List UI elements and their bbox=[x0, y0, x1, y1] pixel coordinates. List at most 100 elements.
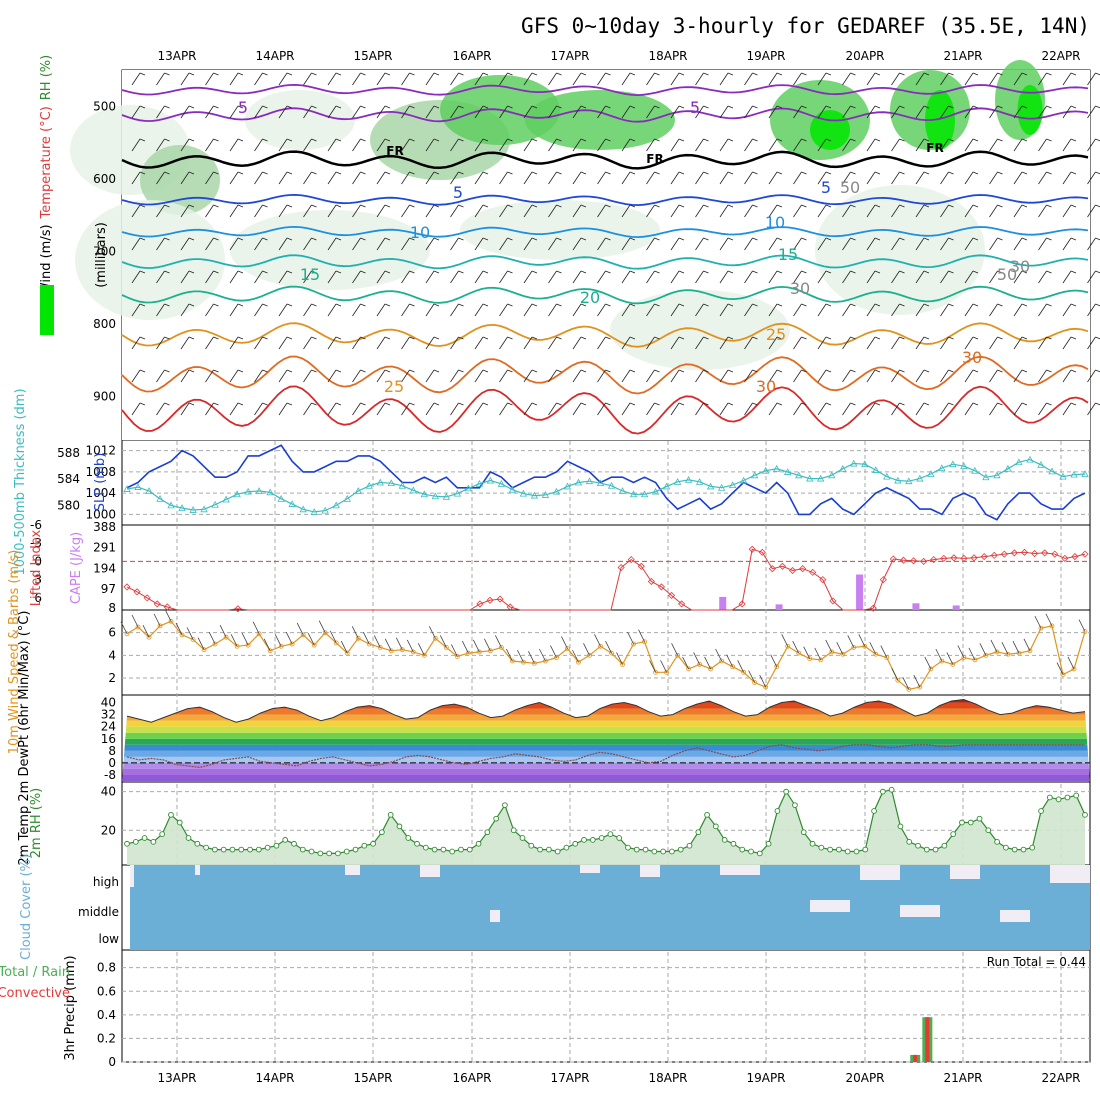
wind-barb bbox=[793, 402, 807, 416]
bottom-date-label: 16APR bbox=[452, 1071, 491, 1085]
lifted-index-marker bbox=[889, 555, 897, 563]
wind-barb bbox=[153, 613, 161, 627]
lifted-index-marker bbox=[163, 603, 171, 611]
wind-barb bbox=[303, 237, 317, 251]
wind-barb bbox=[205, 270, 219, 284]
wind-barb bbox=[156, 105, 170, 119]
wind-barb bbox=[670, 369, 685, 383]
wind-barb bbox=[915, 171, 930, 185]
wind-barb bbox=[695, 105, 709, 119]
wind-barb bbox=[964, 336, 979, 350]
wind-barb bbox=[842, 105, 856, 119]
thickness-ylabel: 1000-500mb Thickness (dm) bbox=[13, 388, 28, 575]
wind-barb bbox=[940, 270, 954, 284]
wind-barb bbox=[744, 270, 758, 284]
wind-barb bbox=[866, 303, 881, 317]
wind-speed-marker bbox=[851, 645, 857, 650]
wind-barb bbox=[646, 336, 660, 350]
wind-barb bbox=[474, 336, 489, 350]
wind-barb bbox=[621, 270, 636, 284]
rh-marker bbox=[405, 835, 412, 841]
lifted-index-marker bbox=[990, 551, 998, 559]
wind-barb bbox=[254, 369, 268, 383]
wind-barb bbox=[474, 303, 489, 317]
precip-conv-bar bbox=[913, 1054, 918, 1062]
wind-barb bbox=[605, 640, 612, 654]
rh-marker bbox=[396, 823, 403, 830]
rh-marker bbox=[976, 815, 983, 822]
temperature-band bbox=[122, 699, 1090, 703]
panel-frame-wind bbox=[121, 609, 1091, 696]
wind-barb bbox=[523, 138, 538, 152]
wind-barb bbox=[793, 171, 807, 185]
rh-marker bbox=[1003, 844, 1009, 851]
wind-barb bbox=[208, 631, 216, 645]
rh-marker bbox=[563, 844, 570, 851]
wind-barb bbox=[1038, 72, 1052, 86]
wind-speed-marker bbox=[223, 634, 229, 640]
wind-barb bbox=[156, 402, 170, 416]
wind10m-panel bbox=[120, 609, 1088, 692]
wind-barb bbox=[572, 171, 587, 185]
wind-speed-marker bbox=[928, 666, 934, 672]
wind-barb bbox=[940, 105, 954, 119]
lifted-index-marker bbox=[1000, 550, 1008, 558]
wind-barb bbox=[229, 303, 244, 317]
wind-barb bbox=[156, 270, 170, 284]
wind-barb bbox=[719, 336, 734, 350]
wind-barb bbox=[1038, 105, 1052, 119]
temperature-contour bbox=[121, 254, 1089, 270]
wind-speed-marker bbox=[763, 684, 769, 690]
wind-barb bbox=[1038, 204, 1052, 218]
rh-marker bbox=[502, 802, 508, 809]
rh-marker bbox=[273, 842, 280, 849]
thickness-marker bbox=[244, 487, 252, 495]
wind-speed-marker bbox=[201, 647, 207, 653]
wind-barb bbox=[1001, 642, 1009, 655]
wind-barb bbox=[719, 138, 734, 152]
rh-marker bbox=[370, 840, 376, 847]
rh-marker bbox=[176, 819, 183, 826]
wind-speed-marker bbox=[168, 618, 174, 624]
wind-barb bbox=[957, 645, 965, 658]
wind-speed-marker bbox=[785, 643, 791, 649]
wind-speed-marker bbox=[1060, 672, 1066, 677]
wind-barb bbox=[572, 270, 587, 284]
wind-barb bbox=[597, 270, 611, 284]
wind-barb bbox=[401, 237, 415, 251]
lifted-index-cape-panel bbox=[123, 545, 1089, 613]
lifted-index-marker bbox=[1020, 548, 1029, 556]
thickness-series bbox=[126, 458, 1086, 513]
wind-barb bbox=[278, 402, 293, 416]
wind-barb bbox=[523, 204, 538, 218]
rh-marker bbox=[519, 835, 526, 841]
rh-marker bbox=[484, 829, 491, 836]
top-date-label: 13APR bbox=[157, 49, 196, 63]
wind-barb bbox=[278, 171, 293, 185]
thickness-marker bbox=[971, 466, 979, 474]
temperature-contour bbox=[121, 83, 1089, 97]
thickness-marker bbox=[916, 474, 924, 482]
cape-tick: 388 bbox=[93, 520, 116, 534]
wind-barb bbox=[744, 237, 758, 251]
thickness-marker bbox=[1070, 470, 1078, 478]
wind-barb bbox=[352, 138, 366, 152]
pressure-tick: 900 bbox=[93, 389, 116, 403]
wind-speed-marker bbox=[300, 632, 306, 638]
rh-marker bbox=[326, 850, 332, 857]
wind-barb bbox=[186, 627, 194, 640]
wind-speed-marker bbox=[939, 658, 945, 664]
wind-tick: 2 bbox=[108, 671, 116, 685]
wind-barb bbox=[670, 138, 685, 152]
wind-barb bbox=[548, 270, 562, 284]
wind-barb bbox=[263, 638, 271, 651]
wind-barb bbox=[303, 336, 317, 350]
lifted-index-tick: 0 bbox=[34, 554, 42, 568]
wind-barb bbox=[327, 138, 342, 152]
wind-barb bbox=[744, 72, 758, 86]
wind-barb bbox=[866, 72, 881, 86]
temperature-contour bbox=[121, 150, 1089, 170]
wind-barb bbox=[964, 171, 979, 185]
wind-barb bbox=[499, 171, 513, 185]
contour-label: FR bbox=[926, 141, 943, 155]
